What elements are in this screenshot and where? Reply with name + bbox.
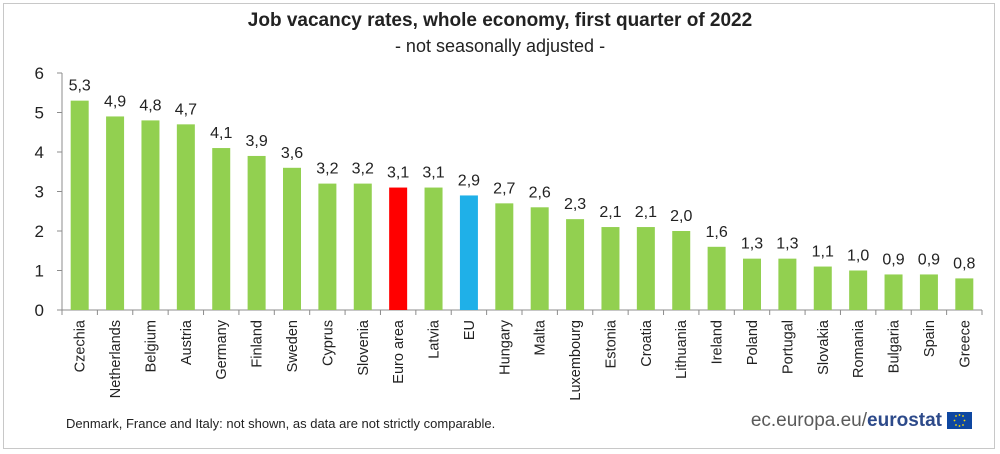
source-prefix: ec.europa.eu/ <box>750 410 868 431</box>
bar <box>318 183 337 310</box>
y-tick-label: 2 <box>35 222 44 241</box>
bar <box>849 270 868 310</box>
bar <box>106 116 125 310</box>
data-label: 2,1 <box>599 204 621 221</box>
data-label: 2,9 <box>458 172 480 189</box>
x-tick-label: Sweden <box>285 320 301 372</box>
source-label: ec.europa.eu/eurostat <box>751 410 942 432</box>
data-label: 4,1 <box>210 125 232 142</box>
footnote: Denmark, France and Italy: not shown, as… <box>66 416 496 431</box>
bar <box>672 231 691 310</box>
x-tick-label: Austria <box>179 319 195 365</box>
x-tick-label: Germany <box>214 319 230 379</box>
x-tick-label: Czechia <box>73 319 89 372</box>
x-tick-label: Lithuania <box>674 319 690 379</box>
y-tick-label: 3 <box>35 183 44 202</box>
chart-title: Job vacancy rates, whole economy, first … <box>247 10 753 31</box>
x-tick-label: Slovenia <box>356 319 372 376</box>
data-label: 1,6 <box>705 224 727 241</box>
data-label: 2,0 <box>670 208 692 225</box>
x-tick-label: Finland <box>250 320 266 368</box>
x-tick-label: Estonia <box>603 319 619 368</box>
y-tick-label: 5 <box>35 104 44 123</box>
bar <box>495 203 514 310</box>
data-label: 1,1 <box>812 244 834 261</box>
x-tick-label: Bulgaria <box>887 319 903 373</box>
data-label: 3,9 <box>245 133 267 150</box>
data-label: 1,3 <box>776 236 798 253</box>
data-label: 2,7 <box>493 180 515 197</box>
y-tick-label: 0 <box>35 301 44 320</box>
bar <box>459 195 478 310</box>
bar <box>636 227 655 310</box>
y-tick-label: 6 <box>35 64 44 83</box>
bar <box>389 187 408 310</box>
x-tick-label: Ireland <box>710 320 726 364</box>
data-label: 0,9 <box>882 251 904 268</box>
bar <box>424 187 443 310</box>
bar <box>919 274 938 310</box>
x-tick-label: Spain <box>922 320 938 357</box>
x-tick-label: Romania <box>851 319 867 378</box>
y-tick-label: 1 <box>35 262 44 281</box>
bar <box>247 155 266 310</box>
data-label: 3,6 <box>281 145 303 162</box>
x-tick-label: Portugal <box>780 320 796 374</box>
y-tick-label: 4 <box>35 143 44 162</box>
bar <box>743 258 761 310</box>
data-label: 4,7 <box>175 101 197 118</box>
bar <box>813 266 832 310</box>
data-label: 4,8 <box>139 97 161 114</box>
bar <box>283 167 301 310</box>
data-label: 2,6 <box>529 184 551 201</box>
data-label: 4,9 <box>104 93 126 110</box>
bar <box>778 258 797 310</box>
eurostat-logo-text: eurostat <box>867 410 942 431</box>
x-tick-label: Croatia <box>639 319 655 367</box>
x-tick-label: Latvia <box>427 319 443 359</box>
x-tick-label: Hungary <box>497 319 513 375</box>
data-label: 1,3 <box>741 236 763 253</box>
data-label: 2,1 <box>635 204 657 221</box>
bar <box>884 274 903 310</box>
bar <box>141 120 160 311</box>
x-tick-label: Netherlands <box>108 320 124 398</box>
bar <box>707 246 726 310</box>
data-label: 2,3 <box>564 196 586 213</box>
bar <box>566 219 585 310</box>
x-tick-label: Luxembourg <box>568 320 584 401</box>
data-label: 3,1 <box>387 165 409 182</box>
x-tick-label: Greece <box>957 320 973 368</box>
data-label: 0,9 <box>918 251 940 268</box>
data-label: 3,2 <box>352 161 374 178</box>
x-tick-label: Slovakia <box>816 319 832 375</box>
data-label: 5,3 <box>69 78 91 95</box>
bar <box>955 278 974 310</box>
x-tick-label: Euro area <box>391 319 407 384</box>
bar <box>212 148 231 310</box>
bar <box>530 207 549 310</box>
chart-subtitle: - not seasonally adjusted - <box>394 36 606 56</box>
bar <box>601 227 620 310</box>
bar <box>70 100 89 311</box>
data-label: 3,1 <box>422 165 444 182</box>
x-tick-label: Poland <box>745 320 761 365</box>
bar <box>353 183 372 310</box>
x-tick-label: Belgium <box>143 320 159 372</box>
bar <box>176 124 195 310</box>
data-label: 3,2 <box>316 161 338 178</box>
x-tick-label: Malta <box>533 319 549 355</box>
data-label: 0,8 <box>953 255 975 272</box>
x-tick-label: EU <box>462 320 478 340</box>
data-label: 1,0 <box>847 248 869 265</box>
eu-flag-icon <box>947 412 972 429</box>
x-tick-label: Cyprus <box>320 320 336 366</box>
